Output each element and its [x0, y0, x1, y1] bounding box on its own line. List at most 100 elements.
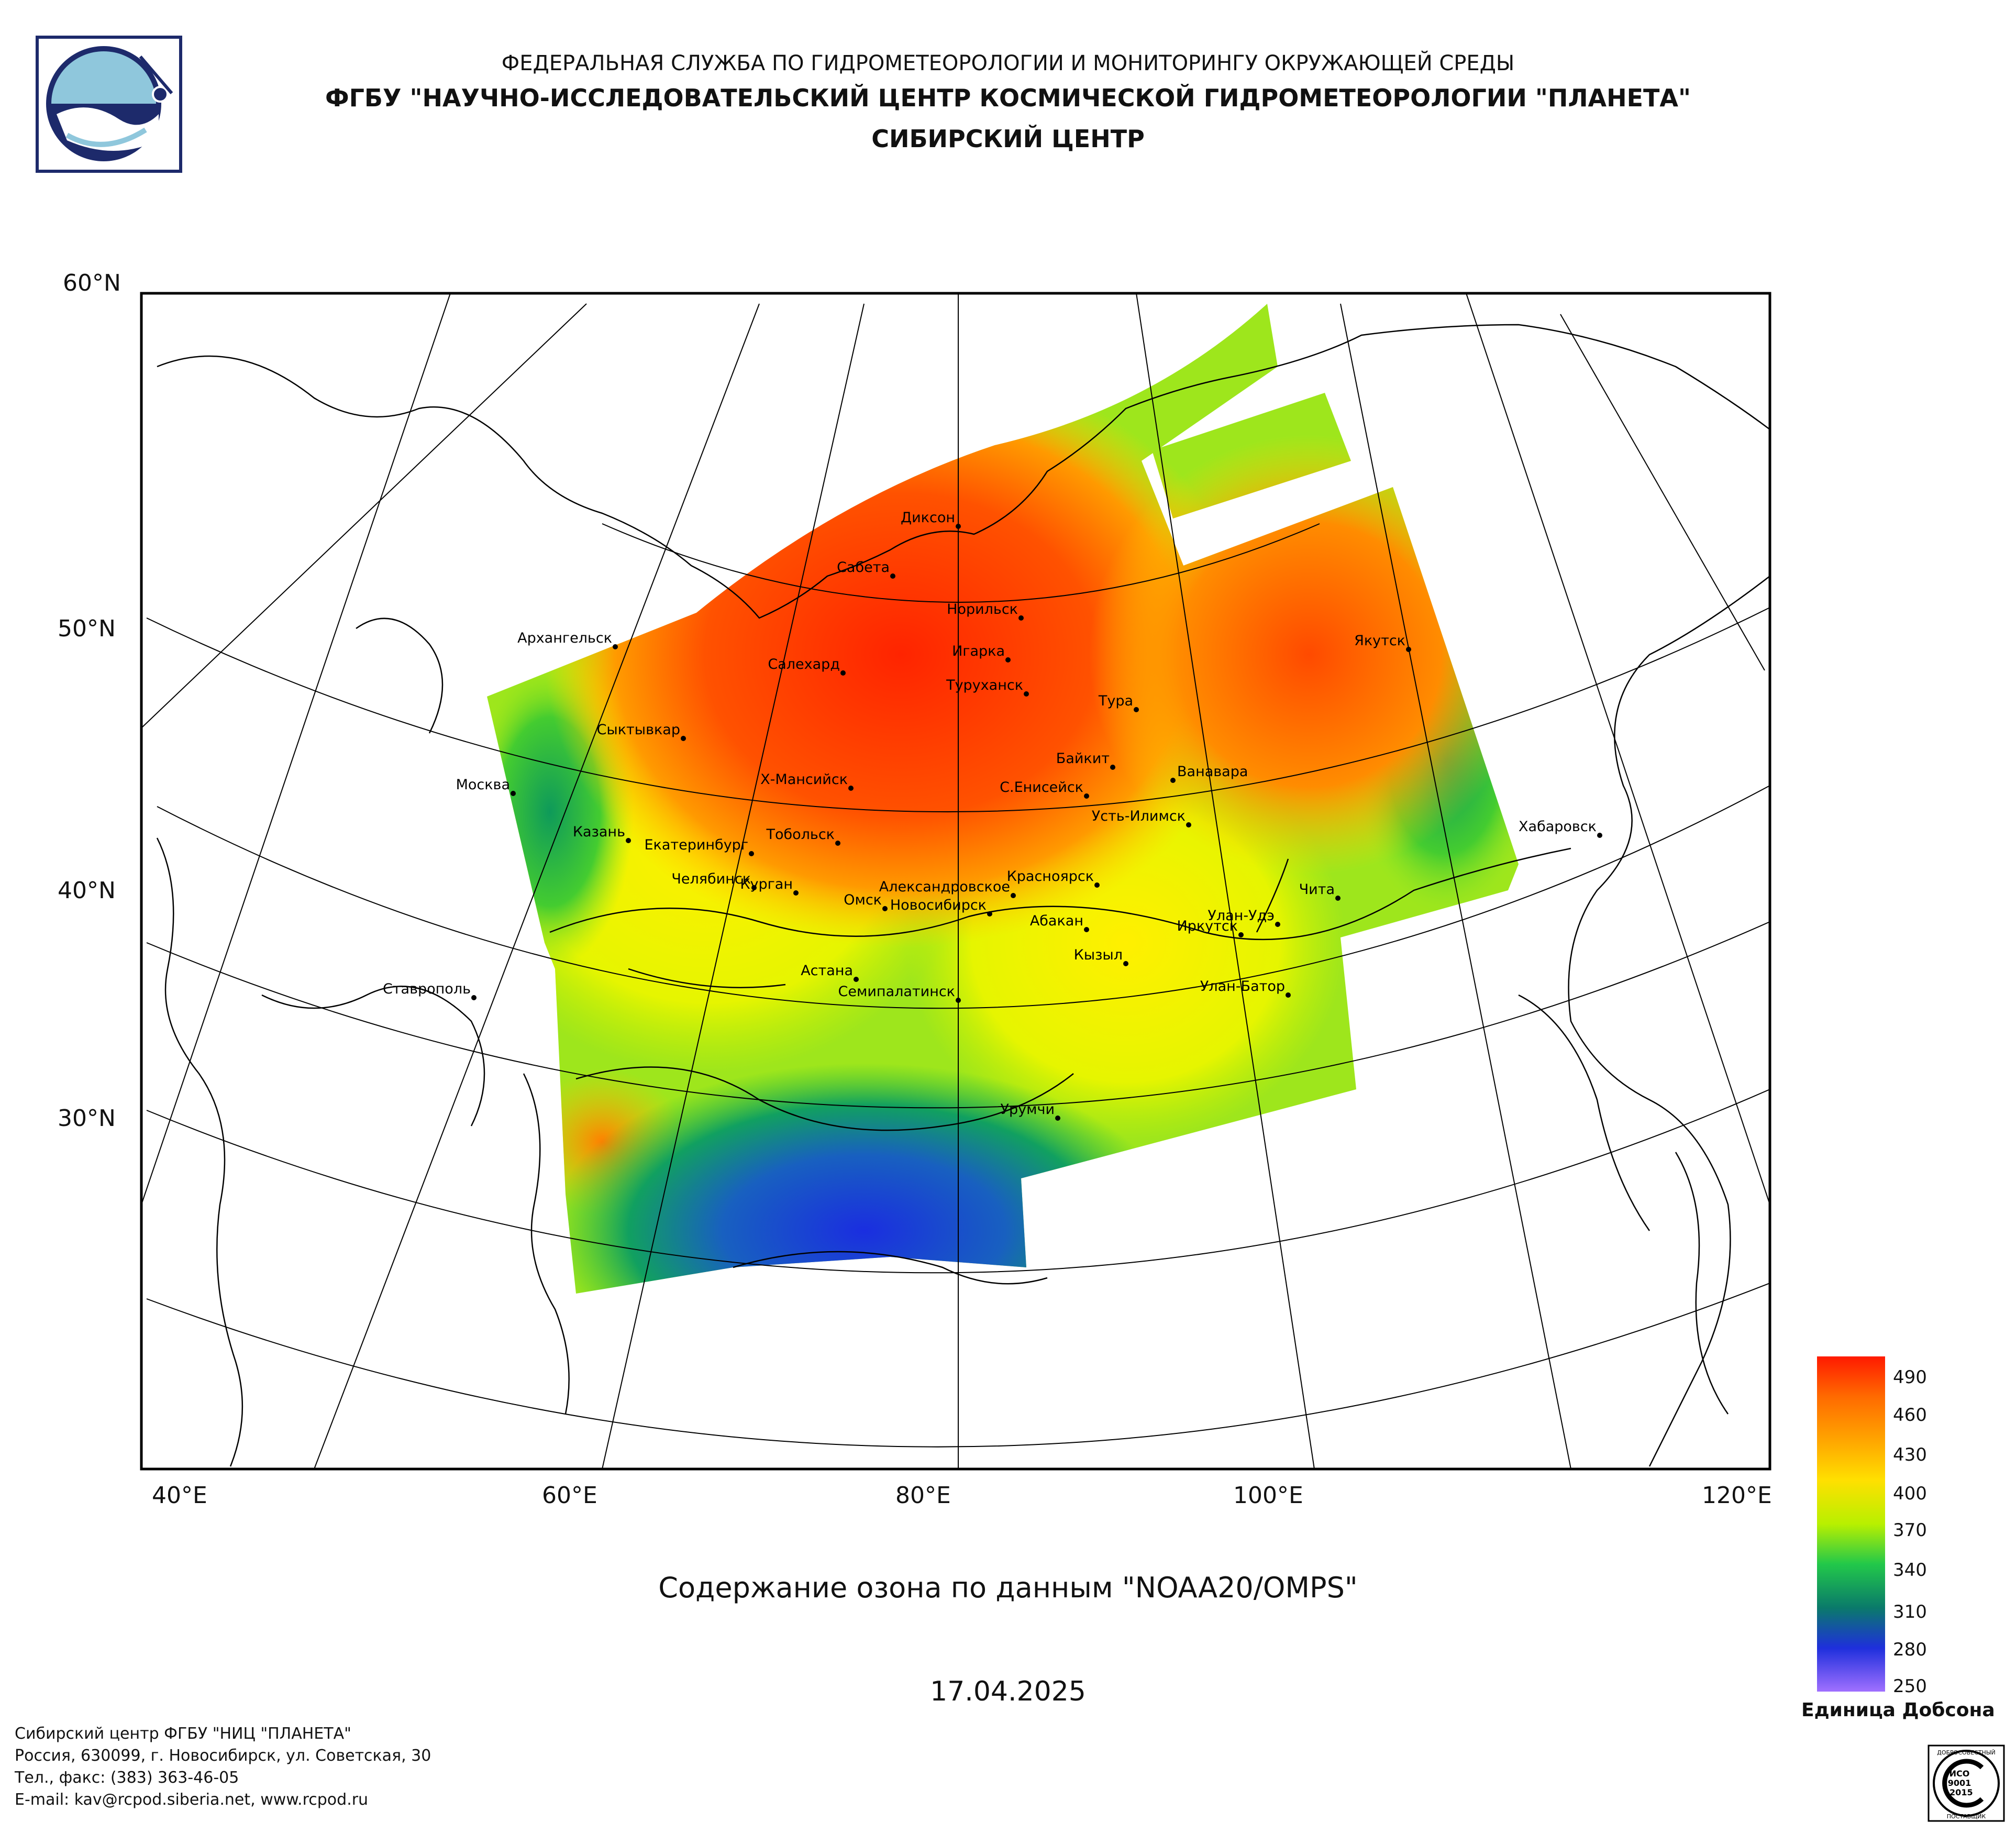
city-dot	[840, 670, 846, 676]
city-dot	[987, 911, 992, 916]
city-label: Москва	[456, 777, 510, 793]
lat-labels: 60°N 50°N 40°N 30°N	[58, 270, 121, 1132]
city-label: С.Енисейск	[1000, 779, 1083, 796]
city-label: Екатеринбург	[644, 837, 748, 853]
city-dot	[956, 998, 961, 1003]
city-label: Челябинск	[671, 871, 751, 887]
scale-tick: 430	[1893, 1444, 1927, 1465]
city-dot	[1238, 932, 1244, 937]
city-label: Омск	[844, 892, 882, 908]
header-line-2: ФГБУ "НАУЧНО-ИССЛЕДОВАТЕЛЬСКИЙ ЦЕНТР КОС…	[325, 84, 1691, 112]
city-label: Диксон	[901, 510, 955, 526]
city-label: Чита	[1299, 881, 1335, 898]
city-label: Кызыл	[1074, 947, 1123, 963]
scale-tick: 370	[1893, 1520, 1927, 1541]
city-dot	[1286, 992, 1291, 998]
city-dot	[1055, 1116, 1060, 1121]
city-label: Якутск	[1354, 633, 1405, 649]
city-dot	[1094, 882, 1100, 888]
lat-label: 40°N	[58, 877, 116, 904]
city-dot	[1406, 647, 1411, 652]
scale-tick: 490	[1893, 1367, 1927, 1388]
footer-contacts: Сибирский центр ФГБУ "НИЦ "ПЛАНЕТА" Росс…	[15, 1723, 431, 1811]
graticule	[141, 293, 1770, 1469]
lat-label: 60°N	[63, 270, 121, 296]
scale-tick: 250	[1893, 1676, 1927, 1697]
city-dot	[956, 524, 961, 529]
city-dot	[511, 791, 516, 796]
city-dot	[1011, 893, 1016, 898]
city-label: Архангельск	[517, 630, 612, 646]
map-caption: Содержание озона по данным "NOAA20/OMPS"	[658, 1571, 1358, 1604]
city-dot	[882, 906, 888, 911]
city-dot	[751, 885, 757, 890]
city-label: Семипалатинск	[838, 984, 955, 1000]
city-dot	[793, 890, 799, 896]
iso-badge: ДОБРОСОВЕСТНЫЙ ИСО 9001 -2015 ПОСТАВЩИК	[1928, 1744, 2005, 1822]
header-line-1: ФЕДЕРАЛЬНАЯ СЛУЖБА ПО ГИДРОМЕТЕОРОЛОГИИ …	[501, 51, 1515, 75]
scale-ticks: 490 460 430 400 370 340 310 280 250	[1893, 1356, 1956, 1697]
city-dot	[890, 573, 895, 579]
city-label: Тобольск	[766, 826, 835, 843]
lon-label: 100°E	[1233, 1482, 1303, 1509]
scale-tick: 340	[1893, 1560, 1927, 1581]
city-label: Ванавара	[1177, 764, 1248, 780]
city-dot	[749, 851, 754, 856]
coastlines	[156, 324, 1770, 1467]
color-scale	[1817, 1356, 1885, 1692]
city-dot	[1005, 657, 1011, 662]
scale-tick: 400	[1893, 1483, 1927, 1504]
city-label: Норильск	[947, 601, 1018, 617]
city-dot	[1597, 833, 1602, 838]
lat-label: 50°N	[58, 615, 116, 642]
map-date: 17.04.2025	[930, 1676, 1086, 1707]
city-label: Сабета	[837, 559, 890, 576]
city-label: Улан-Удэ	[1208, 908, 1275, 924]
scale-tick: 280	[1893, 1639, 1927, 1660]
city-label: Казань	[573, 824, 625, 840]
iso-mid3: -2015	[1946, 1787, 1973, 1797]
city-dot	[1335, 896, 1341, 901]
city-dot	[626, 838, 631, 843]
scale-tick: 310	[1893, 1602, 1927, 1622]
scale-tick: 460	[1893, 1405, 1927, 1426]
city-dot	[1024, 691, 1029, 697]
iso-bottom: ПОСТАВЩИК	[1947, 1813, 1986, 1820]
city-dot	[613, 644, 618, 649]
city-label: Х-Мансийск	[760, 771, 848, 788]
lat-label: 30°N	[58, 1105, 116, 1132]
city-label: Усть-Илимск	[1092, 808, 1186, 824]
city-label: Курган	[740, 876, 793, 892]
city-dot	[1170, 778, 1176, 783]
city-label: Ставрополь	[383, 981, 471, 997]
city-label: Туруханск	[946, 677, 1023, 693]
city-markers: Диксон Сабета Норильск Игарка Салехард Туруха…	[383, 510, 1602, 1121]
iso-mid2: 9001	[1948, 1778, 1971, 1788]
city-dot	[835, 841, 840, 846]
lon-label: 60°E	[542, 1482, 597, 1509]
city-label: Красноярск	[1007, 868, 1094, 885]
city-dot	[854, 977, 859, 982]
city-dot	[681, 736, 686, 741]
lon-label: 120°E	[1702, 1482, 1772, 1509]
footer-line: Сибирский центр ФГБУ "НИЦ "ПЛАНЕТА"	[15, 1725, 351, 1743]
city-dot	[1186, 822, 1191, 827]
city-dot	[1018, 615, 1024, 621]
lon-label: 80°E	[895, 1482, 951, 1509]
city-dot	[848, 786, 854, 791]
city-dot	[1123, 961, 1128, 966]
city-label: Новосибирск	[890, 897, 987, 913]
city-label: Сыктывкар	[597, 722, 680, 738]
planeta-logo	[36, 36, 182, 173]
city-dot	[1110, 765, 1115, 770]
lon-labels: 40°E 60°E 80°E 100°E 120°E	[152, 1482, 1772, 1509]
footer-line[interactable]: E-mail: kav@rcpod.siberia.net, www.rcpod…	[15, 1791, 369, 1809]
lon-label: 40°E	[152, 1482, 207, 1509]
city-label: Астана	[801, 963, 853, 979]
city-label: Тура	[1098, 693, 1133, 709]
footer-line: Россия, 630099, г. Новосибирск, ул. Сове…	[15, 1747, 431, 1765]
city-dot	[1275, 922, 1280, 927]
city-label: Салехард	[768, 656, 840, 672]
city-label: Улан-Батор	[1200, 978, 1285, 995]
